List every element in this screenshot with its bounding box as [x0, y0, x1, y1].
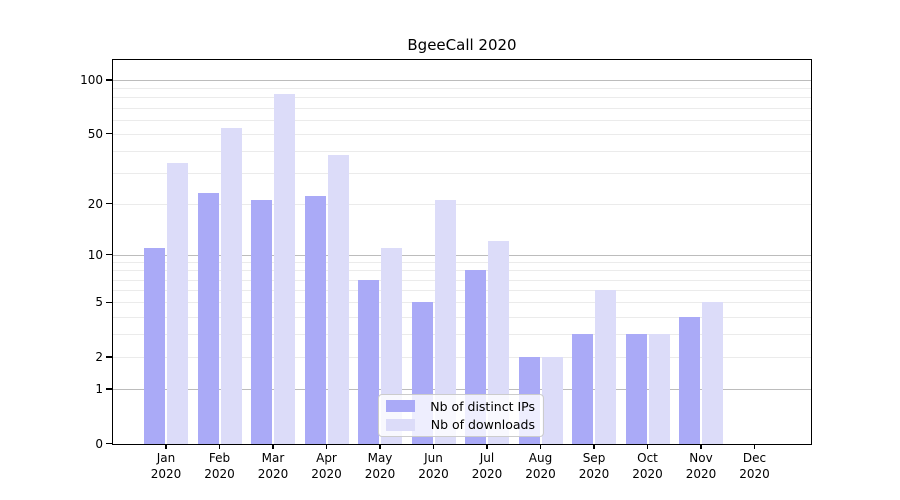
legend-label-distinct-ips: Nb of distinct IPs: [430, 398, 535, 414]
gridline-y-8: [113, 270, 811, 272]
gridline-y-5: [113, 302, 811, 304]
bar-nb-of-distinct-ips-oct: [625, 334, 647, 444]
x-tick-mark-nov: [700, 444, 702, 449]
gridline-y-80: [113, 97, 811, 99]
x-tick-label-sep: Sep 2020: [578, 451, 610, 481]
y-tick-label-10: 10: [87, 247, 103, 262]
bar-nb-of-distinct-ips-feb: [197, 193, 219, 444]
y-tick-label-1: 1: [95, 381, 103, 396]
x-tick-label-jul: Jul 2020: [471, 451, 503, 481]
y-tick-label-50: 50: [87, 126, 103, 141]
x-tick-mark-sep: [593, 444, 595, 449]
bar-nb-of-downloads-aug: [541, 356, 563, 444]
y-tick-mark-10: [106, 253, 113, 256]
gridline-y-1: [113, 388, 811, 390]
y-tick-mark-5: [106, 301, 113, 303]
y-tick-label-20: 20: [87, 196, 103, 211]
y-tick-mark-0: [106, 442, 113, 445]
x-tick-label-mar: Mar 2020: [257, 451, 289, 481]
x-tick-mark-dec: [753, 444, 756, 449]
gridline-y-100: [113, 79, 811, 81]
plot-area: Nb of distinct IPs Nb of downloads: [112, 59, 812, 445]
y-tick-label-100: 100: [80, 72, 103, 87]
bar-nb-of-downloads-jul: [488, 241, 509, 444]
bar-nb-of-distinct-ips-nov: [679, 316, 700, 444]
legend-label-downloads: Nb of downloads: [430, 417, 535, 433]
x-tick-label-aug: Aug 2020: [525, 451, 556, 481]
x-tick-label-jan: Jan 2020: [150, 451, 182, 481]
y-tick-mark-20: [106, 202, 113, 205]
gridline-y-10: [113, 254, 811, 256]
bar-nb-of-downloads-feb: [220, 127, 242, 444]
gridline-y-50: [113, 133, 811, 135]
y-tick-mark-2: [106, 356, 113, 358]
bar-nb-of-downloads-mar: [274, 94, 295, 444]
x-tick-label-jun: Jun 2020: [418, 451, 449, 481]
legend: Nb of distinct IPs Nb of downloads: [378, 394, 544, 437]
bar-nb-of-downloads-jan: [167, 163, 188, 444]
gridline-y-2: [113, 356, 811, 358]
gridline-y-20: [113, 203, 811, 205]
bar-nb-of-distinct-ips-sep: [572, 334, 593, 444]
x-tick-mark-jun: [432, 444, 435, 449]
x-tick-mark-feb: [218, 444, 221, 449]
bar-nb-of-distinct-ips-mar: [251, 199, 272, 444]
bar-nb-of-downloads-jun: [434, 199, 456, 444]
gridline-y-40: [113, 150, 811, 152]
bar-nb-of-downloads-oct: [648, 334, 670, 444]
y-tick-label-5: 5: [95, 295, 103, 310]
gridline-y-90: [113, 87, 811, 89]
x-tick-mark-apr: [325, 444, 328, 449]
x-tick-label-nov: Nov 2020: [685, 451, 717, 481]
x-tick-mark-aug: [539, 444, 542, 449]
legend-item-distinct-ips: Nb of distinct IPs: [386, 397, 535, 416]
x-tick-label-feb: Feb 2020: [204, 451, 235, 481]
gridline-y-7: [113, 279, 811, 281]
y-tick-mark-1: [106, 388, 113, 390]
x-tick-mark-mar: [272, 444, 274, 449]
x-tick-label-may: May 2020: [364, 451, 396, 481]
bar-nb-of-distinct-ips-may: [358, 279, 379, 444]
x-tick-label-oct: Oct 2020: [632, 451, 663, 481]
x-tick-label-apr: Apr 2020: [311, 451, 342, 481]
bar-nb-of-downloads-apr: [327, 154, 349, 444]
legend-swatch-distinct-ips: [386, 400, 415, 413]
x-tick-label-dec: Dec 2020: [739, 451, 770, 481]
gridline-y-4: [113, 316, 811, 318]
bar-nb-of-downloads-sep: [595, 290, 616, 444]
bar-nb-of-downloads-nov: [702, 302, 723, 444]
y-tick-mark-100: [106, 79, 113, 81]
x-tick-mark-oct: [646, 444, 649, 449]
gridline-y-6: [113, 290, 811, 292]
x-tick-mark-may: [379, 444, 381, 449]
x-tick-mark-jul: [486, 444, 488, 449]
y-tick-label-0: 0: [95, 436, 103, 451]
y-tick-mark-50: [106, 132, 113, 135]
gridline-y-9: [113, 262, 811, 263]
x-tick-mark-jan: [165, 444, 167, 449]
y-tick-label-2: 2: [95, 349, 103, 364]
bar-nb-of-distinct-ips-apr: [304, 196, 326, 444]
gridline-y-3: [113, 334, 811, 336]
gridline-y-30: [113, 172, 811, 174]
gridline-y-60: [113, 119, 811, 121]
gridline-y-70: [113, 107, 811, 109]
bar-nb-of-distinct-ips-jan: [144, 247, 165, 444]
chart-title: BgeeCall 2020: [407, 36, 517, 54]
legend-item-downloads: Nb of downloads: [386, 416, 535, 435]
legend-swatch-downloads: [386, 418, 415, 431]
